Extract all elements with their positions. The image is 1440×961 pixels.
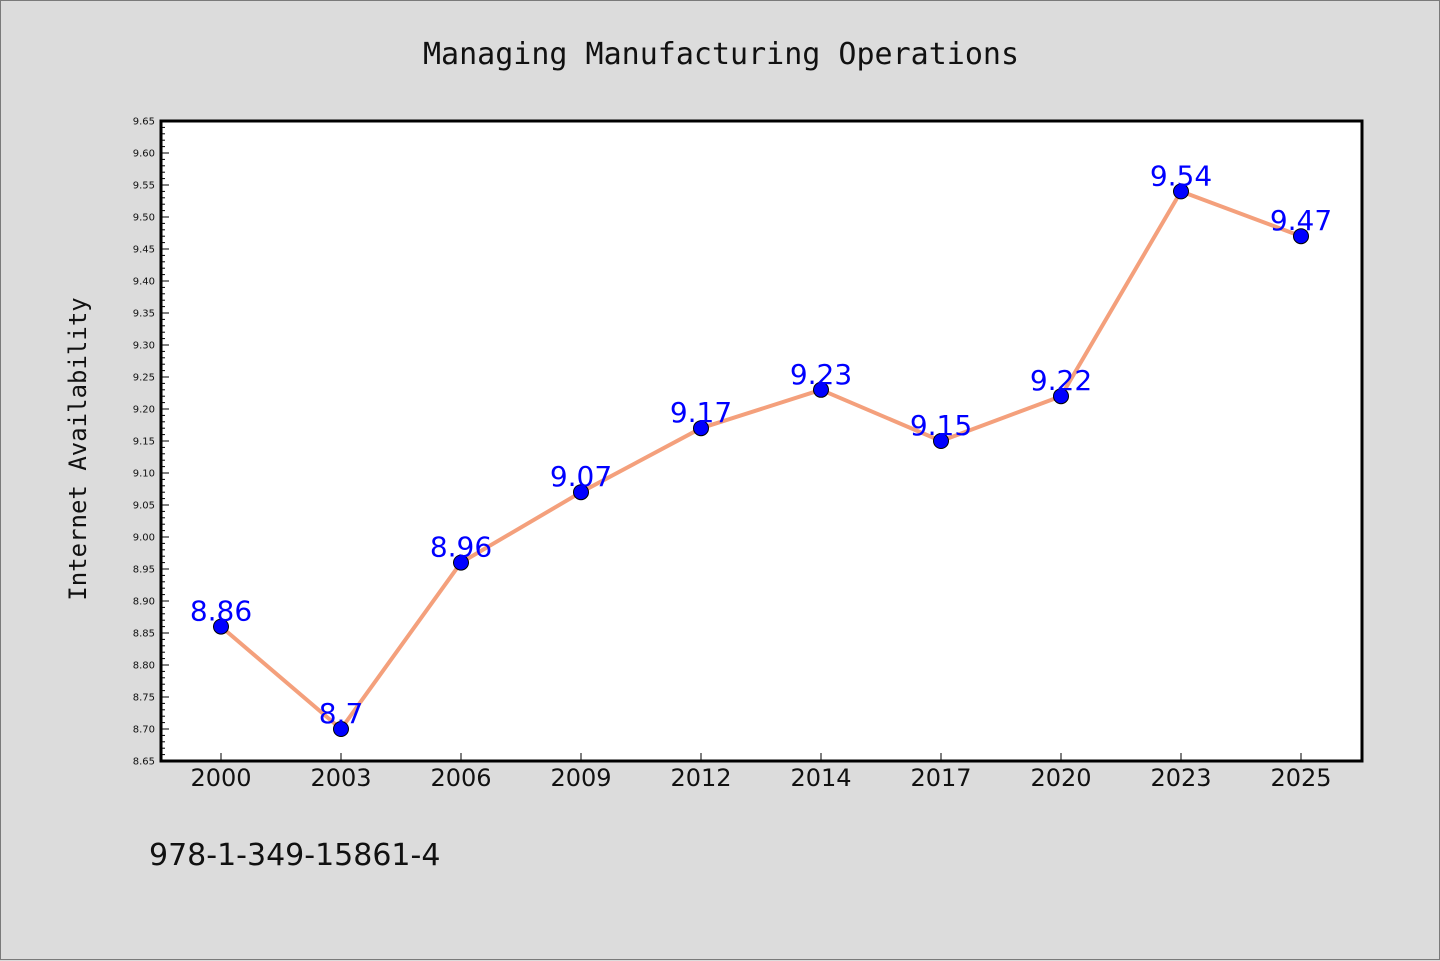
x-tick-label: 2003 <box>310 764 371 792</box>
data-labels: 8.86 8.7 8.96 9.07 9.17 9.23 9.15 9.22 9.54 9.47 <box>190 159 1332 730</box>
data-point <box>333 721 349 737</box>
series-line-group <box>219 189 1302 731</box>
data-label: 9.17 <box>670 396 732 429</box>
y-tick-label: 9.45 <box>133 245 155 256</box>
x-tick-label: 2017 <box>910 764 971 792</box>
y-tick-label: 9.05 <box>133 501 155 512</box>
y-tick-label: 9.50 <box>133 213 155 224</box>
x-tick-label: 2014 <box>790 764 851 792</box>
y-tick-label: 8.65 <box>133 757 155 768</box>
data-point <box>573 484 589 501</box>
data-label: 8.7 <box>319 697 364 730</box>
y-axis: 8.65 8.70 8.75 8.80 8.85 8.90 8.95 9.00 9.05 9.10… <box>133 117 169 768</box>
chart-title: Managing Manufacturing Operations <box>423 37 1019 72</box>
y-tick-label: 9.30 <box>133 341 155 352</box>
x-tick-label: 2006 <box>430 764 491 792</box>
series-line <box>219 189 1302 731</box>
x-tick-label: 2020 <box>1030 764 1091 792</box>
y-tick-label: 8.80 <box>133 661 155 672</box>
data-label: 8.96 <box>430 531 492 564</box>
data-point <box>933 433 949 449</box>
data-point <box>693 420 709 437</box>
data-label: 9.07 <box>550 460 612 493</box>
x-axis: 2000 2003 2006 2009 2012 2014 2017 2020 2023 2025 <box>190 753 1332 792</box>
data-point <box>1173 183 1189 200</box>
y-tick-label: 9.25 <box>133 373 155 384</box>
y-tick-label: 8.90 <box>133 597 155 608</box>
y-tick-label: 8.70 <box>133 725 155 736</box>
x-tick-label: 2012 <box>670 764 731 792</box>
x-tick-label: 2000 <box>190 764 251 792</box>
y-tick-label: 9.10 <box>133 469 155 480</box>
y-tick-label: 9.60 <box>133 149 155 160</box>
y-tick-label: 8.75 <box>133 693 155 704</box>
data-label: 9.22 <box>1030 364 1092 397</box>
y-tick-label: 9.65 <box>133 117 155 128</box>
y-tick-label: 9.55 <box>133 181 155 192</box>
y-tick-label: 9.15 <box>133 437 155 448</box>
y-tick-label: 8.85 <box>133 629 155 640</box>
data-label: 8.86 <box>190 595 252 628</box>
data-point <box>213 618 229 635</box>
plot-area <box>159 119 1364 763</box>
y-tick-label: 9.40 <box>133 277 155 288</box>
data-markers <box>213 183 1309 737</box>
y-tick-label: 9.00 <box>133 533 155 544</box>
y-tick-label: 8.95 <box>133 565 155 576</box>
data-label: 9.15 <box>910 409 972 442</box>
x-tick-label: 2023 <box>1150 764 1211 792</box>
y-tick-label: 9.20 <box>133 405 155 416</box>
data-label: 9.23 <box>790 358 852 391</box>
data-label: 9.54 <box>1150 159 1212 192</box>
data-point <box>813 381 829 398</box>
data-point <box>1053 388 1069 405</box>
data-point <box>453 554 469 571</box>
x-tick-label: 2009 <box>550 764 611 792</box>
y-tick-label: 9.35 <box>133 309 155 320</box>
data-label: 9.47 <box>1270 204 1332 237</box>
y-axis-label: Internet Availability <box>64 297 92 600</box>
x-tick-label: 2025 <box>1270 764 1331 792</box>
data-point <box>1293 228 1309 245</box>
footer-isbn: 978-1-349-15861-4 <box>149 838 440 873</box>
